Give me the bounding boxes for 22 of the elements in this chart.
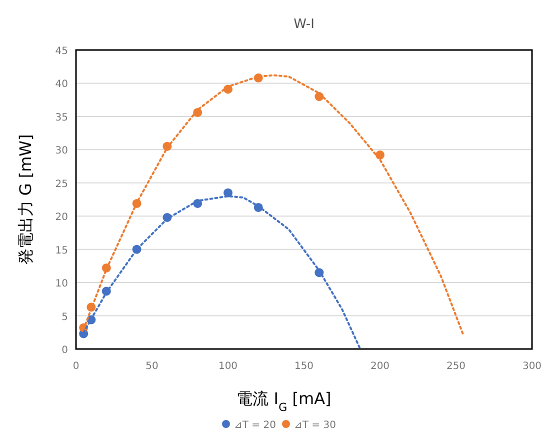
x-tick-label: 0 <box>72 361 80 372</box>
y-tick-label: 35 <box>55 112 68 124</box>
x-tick-label: 50 <box>146 361 158 372</box>
x-tick-label: 200 <box>370 361 390 372</box>
y-tick-label: 5 <box>62 312 68 323</box>
y-tick-label: 20 <box>55 212 68 224</box>
legend-label: ⊿T = 20 <box>234 420 276 431</box>
y-tick-label: 0 <box>62 345 68 356</box>
x-tick-label: 100 <box>218 361 238 372</box>
y-tick-label: 25 <box>55 178 68 190</box>
x-tick-label: 300 <box>522 361 542 372</box>
y-tick-label: 40 <box>55 79 68 90</box>
y-tick-label: 45 <box>55 46 68 57</box>
chart-title: W-I <box>294 17 314 32</box>
x-tick-label: 150 <box>294 361 314 372</box>
x-tick-label: 250 <box>446 361 466 372</box>
y-axis-title: 発電出力 G [mW] <box>16 134 35 265</box>
y-tick-label: 15 <box>55 245 68 256</box>
legend-label: ⊿T = 30 <box>294 420 336 431</box>
x-axis-title: 電流 I$_{G}$ [mA] <box>236 389 332 414</box>
y-tick-label: 10 <box>55 278 68 290</box>
y-tick-label: 30 <box>55 146 68 157</box>
